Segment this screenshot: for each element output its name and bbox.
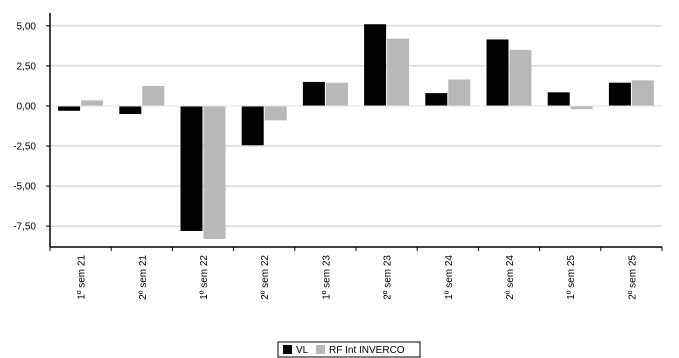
x-tick-label: 2º sem 25	[627, 255, 638, 300]
y-tick-label: -5,00	[13, 182, 36, 193]
bar-vl	[180, 105, 203, 231]
x-tick-label: 1º sem 21	[77, 255, 88, 300]
y-tick-label: 2,50	[17, 61, 37, 72]
x-tick-label: 1º sem 25	[566, 255, 577, 300]
legend-box	[277, 341, 421, 358]
bar-vl	[119, 105, 142, 114]
x-tick-label: 2º sem 22	[260, 255, 271, 300]
y-tick-label: 0,00	[17, 101, 37, 112]
legend-label: RF Int INVERCO	[329, 345, 405, 356]
bar-rf-int-inverco	[509, 49, 532, 106]
bar-rf-int-inverco	[387, 38, 410, 106]
y-tick-label: -2,50	[13, 142, 36, 153]
bar-vl	[425, 93, 448, 106]
bar-vl	[364, 24, 387, 106]
bar-rf-int-inverco	[81, 100, 104, 106]
y-tick-labels: 5,00 2,50 0,00 -2,50 -5,00 -7,50	[13, 21, 36, 232]
bars	[58, 24, 654, 239]
bar-rf-int-inverco	[325, 82, 348, 106]
legend-label: VL	[296, 345, 309, 356]
bar-rf-int-inverco	[264, 105, 287, 121]
bar-rf-int-inverco	[203, 105, 226, 239]
bar-vl	[547, 92, 570, 106]
legend-swatch	[316, 345, 325, 354]
bar-rf-int-inverco	[570, 105, 593, 110]
bar-vl	[486, 39, 509, 106]
x-tick-label: 2º sem 21	[138, 255, 149, 300]
x-tick-label: 2º sem 24	[505, 255, 516, 300]
legend: VL RF Int INVERCO	[277, 341, 421, 358]
gridlines	[50, 25, 662, 227]
y-tick-label: 5,00	[17, 21, 37, 32]
axes	[46, 13, 663, 251]
bar-rf-int-inverco	[448, 79, 471, 106]
y-tick-label: -7,50	[13, 222, 36, 233]
bar-rf-int-inverco	[631, 80, 654, 106]
x-tick-label: 1º sem 24	[444, 255, 455, 300]
x-tick-labels: 1º sem 21 2º sem 21 1º sem 22 2º sem 22 1º s…	[77, 255, 639, 300]
x-tick-label: 1º sem 23	[321, 255, 332, 300]
bar-vl	[302, 81, 325, 106]
bar-vl	[58, 105, 81, 111]
x-tick-label: 2º sem 23	[383, 255, 394, 300]
legend-swatch	[283, 345, 292, 354]
bar-rf-int-inverco	[142, 85, 165, 106]
bar-vl	[241, 105, 264, 146]
bar-vl	[608, 82, 631, 106]
x-tick-label: 1º sem 22	[199, 255, 210, 300]
